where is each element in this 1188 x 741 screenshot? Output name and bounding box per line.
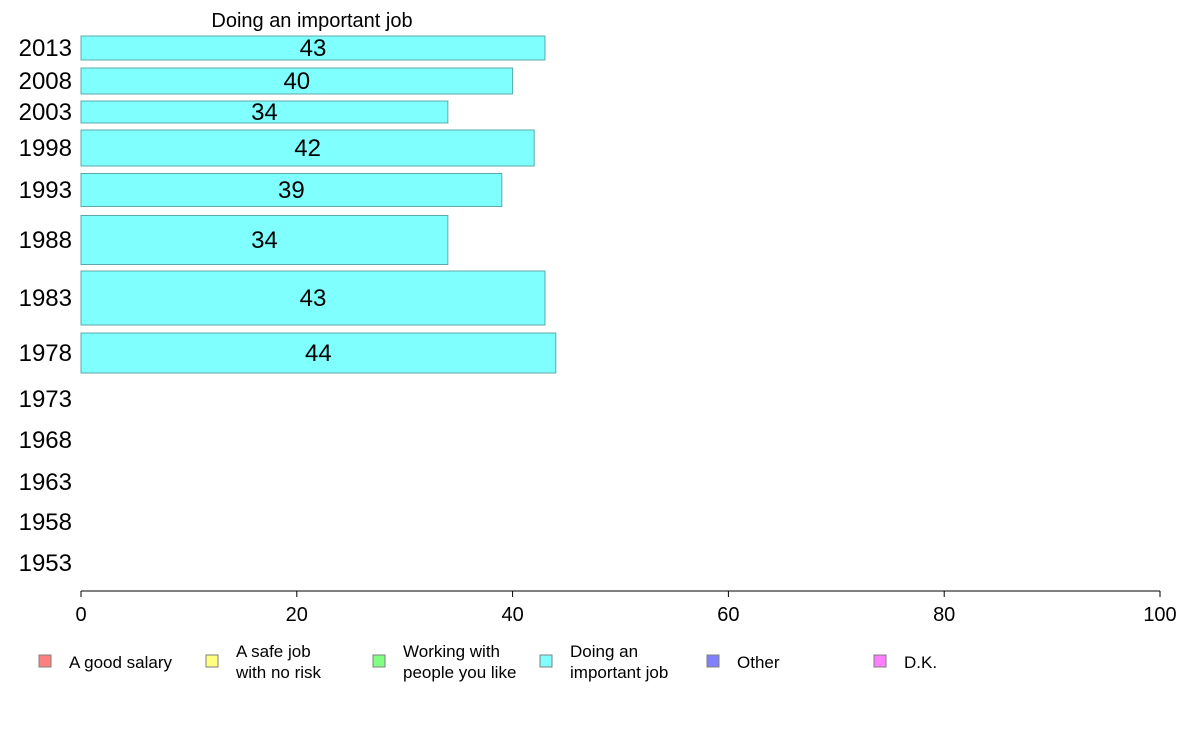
legend-label: Other: [737, 653, 780, 672]
bar-value-label-1988: 34: [251, 227, 278, 254]
category-label-1963: 1963: [19, 469, 72, 496]
category-label-1973: 1973: [19, 386, 72, 413]
category-label-1958: 1958: [19, 509, 72, 536]
legend-swatch: [706, 654, 720, 668]
bar-2008: [80, 67, 514, 95]
bar-2003: [80, 100, 449, 124]
category-label-1988: 1988: [19, 227, 72, 254]
bar-value-label-1983: 43: [300, 285, 327, 312]
legend-swatch: [205, 654, 219, 668]
category-label-1978: 1978: [19, 340, 72, 367]
legend-swatch: [372, 654, 386, 668]
x-tick-label-40: 40: [501, 604, 523, 626]
bar-1983: [80, 270, 546, 326]
legend-label: D.K.: [904, 653, 937, 672]
bar-value-label-1978: 44: [305, 340, 332, 367]
legend-label: Working with people you like: [403, 642, 516, 682]
category-label-2008: 2008: [19, 68, 72, 95]
category-label-1998: 1998: [19, 135, 72, 162]
legend-label: A safe job with no risk: [235, 642, 322, 682]
bar-value-label-1998: 42: [294, 135, 321, 162]
x-tick-label-0: 0: [75, 604, 86, 626]
legend-item-a-good-salary: A good salary: [38, 653, 173, 672]
x-tick-label-80: 80: [933, 604, 955, 626]
bar-1993: [80, 173, 503, 207]
legend-item-working-with-people-you-like: Working with people you like: [372, 642, 516, 682]
category-label-2003: 2003: [19, 99, 72, 126]
legend-swatch: [38, 654, 52, 668]
bar-value-label-2013: 43: [300, 35, 327, 62]
bar-2013: [80, 35, 546, 61]
x-axis: 0 20 40 60 80 100: [75, 590, 1177, 626]
x-tick-label-100: 100: [1143, 604, 1176, 626]
category-label-2013: 2013: [19, 35, 72, 62]
x-tick-label-20: 20: [286, 604, 308, 626]
category-label-1953: 1953: [19, 550, 72, 577]
legend-label: A good salary: [69, 653, 173, 672]
legend-item-d-k: D.K.: [873, 653, 937, 672]
category-labels: 2013 2008 2003 1998 1993 1988 1983 1978 1973 1968…: [19, 35, 72, 577]
x-tick-label-60: 60: [717, 604, 739, 626]
legend-item-a-safe-job-with-no-risk: A safe job with no risk: [205, 642, 322, 682]
bar-1988: [80, 215, 449, 265]
legend-item-doing-an-important-job: Doing an important job: [539, 642, 668, 682]
bar-1978: [80, 332, 557, 374]
legend-swatch: [539, 654, 553, 668]
category-label-1993: 1993: [19, 177, 72, 204]
bar-value-label-2008: 40: [283, 68, 310, 95]
category-label-1968: 1968: [19, 427, 72, 454]
legend-label: Doing an important job: [570, 642, 668, 682]
legend-swatch: [873, 654, 887, 668]
bar-value-label-1993: 39: [278, 177, 305, 204]
bar-1998: [80, 129, 535, 167]
category-label-1983: 1983: [19, 285, 72, 312]
legend: A good salary A safe job with no risk Worki…: [38, 642, 937, 682]
bar-value-label-2003: 34: [251, 99, 278, 126]
legend-item-other: Other: [706, 653, 780, 672]
chart-title: Doing an important job: [211, 10, 412, 32]
